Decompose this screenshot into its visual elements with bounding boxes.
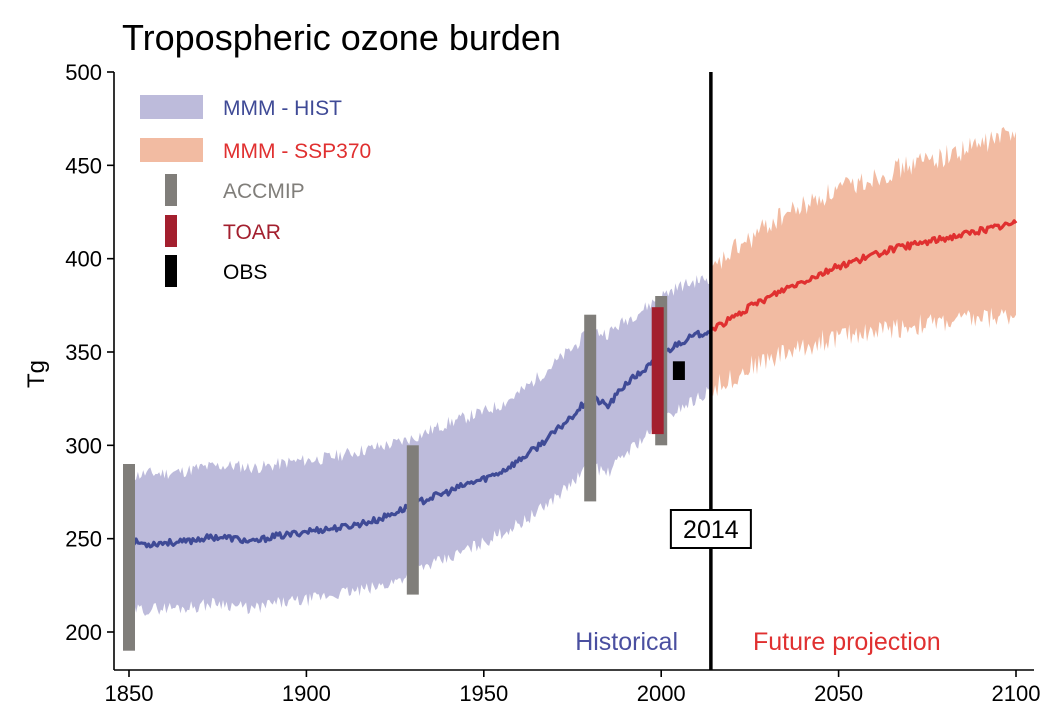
y-axis-label: Tg [23,360,50,388]
year-divider: 2014 [669,72,752,670]
legend-label: MMM - HIST [223,97,342,120]
accmip-bar-marker [585,389,596,400]
accmip-bar-marker [407,515,418,525]
divider-label: 2014 [683,516,739,544]
x-tick-label: 1850 [105,681,154,706]
y-tick-label: 350 [65,340,102,365]
y-tick-label: 500 [65,60,102,85]
mean-lines [127,219,1018,549]
y-tick-label: 300 [65,433,102,458]
annotations: Historical Future projection [575,628,940,656]
x-tick-label: 2050 [814,681,863,706]
y-tick-label: 250 [65,527,102,552]
legend-swatch-band [140,95,203,119]
legend: MMM - HIST MMM - SSP370 ACCMIP TOAR OBS [140,95,371,287]
legend-swatch-marker [166,185,176,195]
historical-label: Historical [575,628,678,656]
y-tick-label: 450 [65,153,102,178]
x-tick-label: 1950 [459,681,508,706]
hist-mean-line [127,328,713,549]
legend-label: OBS [223,261,267,284]
uncertainty-bands [129,127,1016,616]
hist-band [129,275,711,616]
observation-bars [123,296,685,651]
ssp370-band [710,127,1016,397]
future-projection-label: Future projection [753,628,941,656]
y-tick-label: 200 [65,620,102,645]
y-tick-label: 400 [65,247,102,272]
chart-title: Tropospheric ozone burden [122,17,561,58]
x-tick-label: 2000 [637,681,686,706]
legend-swatch-marker [166,226,176,236]
legend-label: ACCMIP [223,180,305,203]
ssp370-mean-line [709,219,1018,332]
legend-label: MMM - SSP370 [223,140,371,163]
x-tick-label: 2100 [992,681,1041,706]
x-tick-label: 1900 [282,681,331,706]
toar-bar-marker [652,365,663,376]
accmip-bar-marker [124,552,134,563]
legend-swatch-band [140,138,203,162]
axes: 1850 1900 1950 2000 2050 2100 200 250 300 350 400 4… [65,60,1040,706]
obs-bar-marker [673,365,684,376]
legend-swatch-marker [166,266,176,276]
accmip-bar [584,314,597,502]
divider-label-box [669,509,752,549]
legend-label: TOAR [223,221,281,244]
